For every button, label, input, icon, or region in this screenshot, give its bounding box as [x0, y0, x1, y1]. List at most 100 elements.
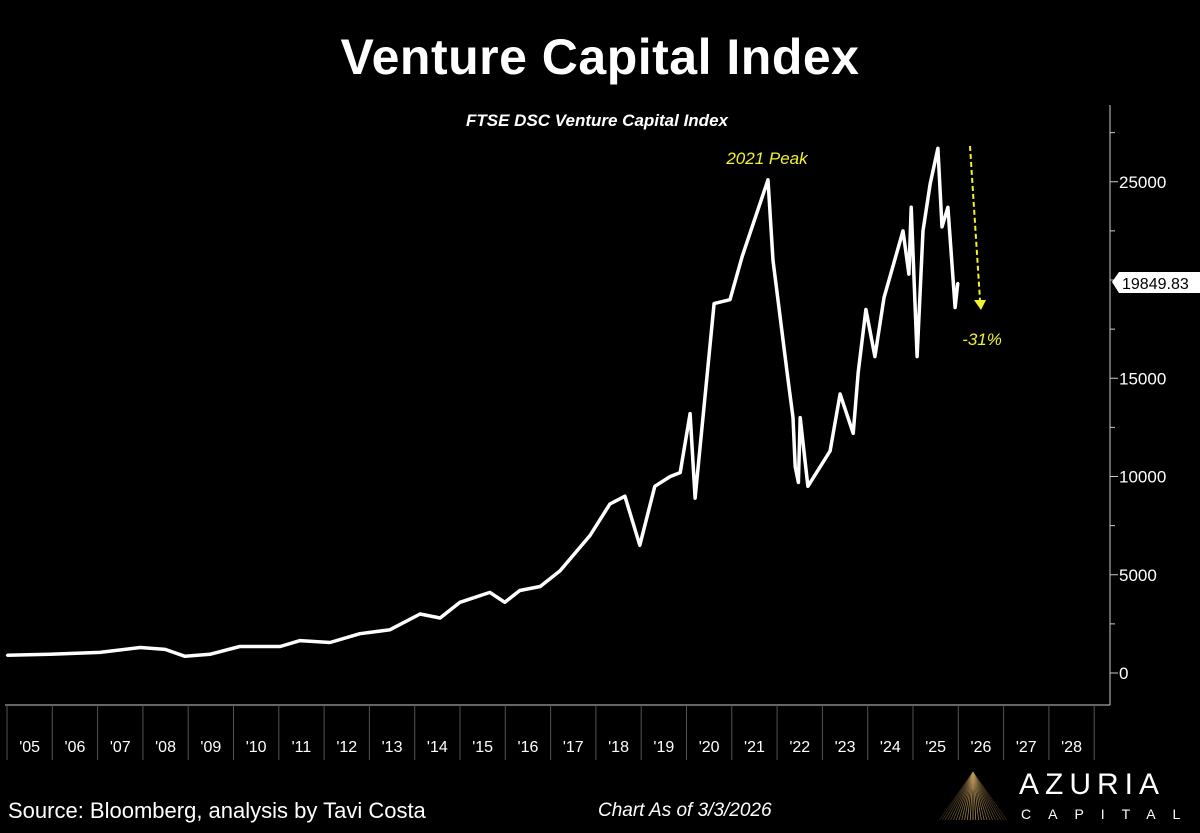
logo-ray [972, 771, 1002, 821]
data-point [929, 182, 932, 185]
data-point [791, 416, 795, 419]
y-tick-label: 0 [1119, 664, 1128, 683]
logo-ray [972, 771, 996, 821]
x-tick-label: '09 [200, 739, 221, 756]
logo-ray [958, 771, 974, 821]
data-point [503, 601, 507, 604]
chart-date-note: Chart As of 3/3/2026 [598, 800, 772, 821]
annotation-2021-peak: 2021 Peak [725, 149, 809, 168]
data-point [838, 392, 842, 396]
logo-ray [941, 771, 974, 821]
logo-ray [944, 771, 974, 821]
azuria-logo: AZURIA CAPITAL [935, 768, 1195, 828]
logo-ray [972, 771, 988, 821]
data-point [785, 371, 789, 374]
x-tick-label: '21 [744, 739, 765, 756]
source-note: Source: Bloomberg, analysis by Tavi Cost… [8, 798, 426, 823]
data-point [909, 206, 913, 209]
x-tick-label: '10 [246, 739, 267, 756]
y-tick-label: 10000 [1119, 468, 1166, 487]
x-tick-label: '07 [110, 739, 131, 756]
data-point [588, 534, 592, 537]
data-point [538, 585, 542, 588]
data-point [712, 302, 716, 305]
y-tick-label: 15000 [1119, 369, 1166, 388]
x-tick-label: '28 [1061, 739, 1082, 756]
x-tick-label: '13 [382, 739, 403, 756]
data-point [856, 371, 860, 374]
last-value-label: 19849.83 [1112, 272, 1200, 293]
logo-name: AZURIA [1019, 768, 1166, 801]
x-tick-label: '06 [65, 739, 86, 756]
data-point [138, 646, 142, 649]
data-point [328, 641, 332, 644]
data-point [794, 465, 797, 468]
x-tick-label: '12 [336, 739, 357, 756]
logo-ray [939, 771, 974, 821]
logo-ray [972, 771, 1005, 821]
logo-ray [972, 771, 993, 821]
logo-ray [955, 771, 974, 821]
data-point [418, 612, 422, 616]
data-point [956, 281, 960, 285]
logo-ray [972, 771, 991, 821]
logo-ray [950, 771, 974, 821]
x-tick-label: '22 [789, 739, 810, 756]
data-point [638, 544, 642, 547]
data-point [183, 655, 187, 658]
data-point [864, 308, 868, 311]
data-point [518, 589, 521, 592]
data-point [163, 648, 167, 651]
data-point [806, 485, 810, 488]
logo-ray [972, 771, 979, 821]
data-point [653, 485, 656, 488]
logo-mark-icon [939, 771, 1007, 821]
chart-subtitle: FTSE DSC Venture Capital Index [466, 111, 730, 130]
data-point [693, 496, 697, 500]
data-point [5, 654, 9, 657]
x-tick-label: '26 [971, 739, 992, 756]
data-point [488, 591, 492, 594]
x-tick-label: '27 [1016, 739, 1037, 756]
x-tick-label: '24 [880, 739, 901, 756]
data-point [48, 653, 52, 656]
logo-ray [972, 771, 999, 821]
data-point [668, 475, 672, 478]
x-tick-label: '23 [835, 739, 856, 756]
data-point [828, 449, 832, 453]
y-tick-label: 5000 [1119, 566, 1157, 585]
data-point [558, 569, 562, 573]
logo-ray [969, 771, 974, 821]
page-title: Venture Capital Index [340, 29, 860, 85]
data-point [940, 225, 944, 229]
data-point [458, 601, 462, 604]
x-tick-label: '15 [472, 739, 493, 756]
x-tick-label: '18 [608, 739, 629, 756]
data-point [728, 298, 732, 301]
data-point [799, 416, 802, 419]
last-value-text: 19849.83 [1122, 276, 1189, 293]
y-tick-label: 25000 [1119, 173, 1166, 192]
drawdown-arrow-head [974, 300, 986, 310]
data-point [388, 628, 391, 631]
x-tick-label: '05 [19, 739, 40, 756]
logo-ray [967, 771, 974, 821]
x-tick-label: '20 [699, 739, 720, 756]
data-point [936, 147, 940, 150]
logo-ray [947, 771, 974, 821]
logo-ray [972, 771, 1007, 821]
x-tick-label: '17 [563, 739, 584, 756]
data-point [278, 645, 282, 648]
x-tick-label: '14 [427, 739, 448, 756]
data-point [901, 229, 905, 233]
data-point [852, 432, 855, 435]
data-point [882, 296, 886, 299]
x-tick-label: '19 [653, 739, 674, 756]
data-point [946, 206, 950, 209]
data-point [298, 639, 302, 642]
data-point [98, 651, 102, 654]
data-point [766, 178, 770, 181]
logo-ray [972, 771, 977, 821]
data-point [953, 306, 957, 309]
data-point [608, 502, 612, 506]
